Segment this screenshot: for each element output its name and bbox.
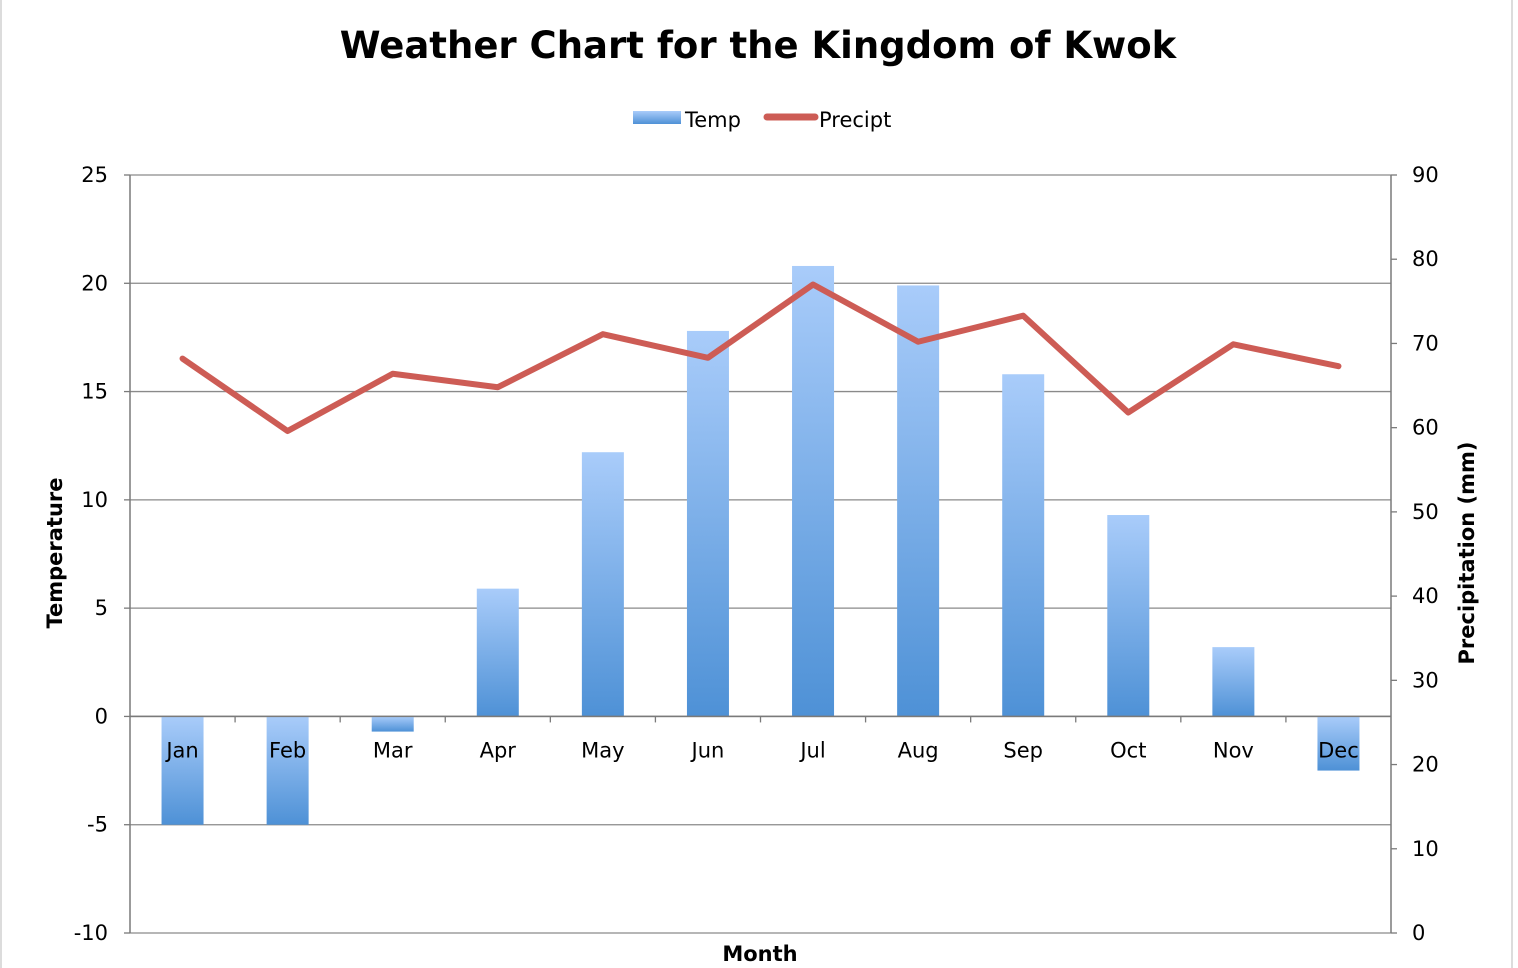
precip-line (179, 281, 1342, 435)
temp-bar (581, 452, 624, 717)
axes (124, 174, 1397, 934)
y-tick-label: -10 (74, 921, 108, 945)
y-tick-label: 20 (81, 271, 108, 295)
x-category-label: Feb (269, 738, 306, 762)
x-category-label: Sep (1003, 738, 1043, 762)
y2-tick-label: 50 (1412, 500, 1439, 524)
y2-tick-label: 70 (1412, 331, 1439, 355)
y2-tick-label: 40 (1412, 584, 1439, 608)
y-tick-label: 10 (81, 488, 108, 512)
y2-axis-title: Precipitation (mm) (1455, 442, 1479, 665)
x-category-label: Dec (1318, 738, 1359, 762)
legend-label-precipt: Precipt (819, 108, 891, 132)
y2-tick-label: 10 (1412, 837, 1439, 861)
y2-tick-label: 0 (1412, 921, 1425, 945)
x-category-label: Oct (1110, 738, 1146, 762)
x-category-label: Mar (373, 738, 413, 762)
temp-bar (161, 716, 204, 825)
x-category-label: Apr (480, 738, 517, 762)
y2-tick-label: 90 (1412, 163, 1439, 187)
y-tick-label: 15 (81, 380, 108, 404)
legend-swatch-temp (633, 111, 681, 124)
precip-series-line (179, 281, 1342, 435)
y-tick-label: -5 (87, 813, 108, 837)
x-category-label: Jun (690, 738, 725, 762)
y2-tick-label: 60 (1412, 416, 1439, 440)
chart-title: Weather Chart for the Kingdom of Kwok (340, 24, 1178, 67)
y-axis-title: Temperature (43, 477, 67, 628)
x-category-label: Jan (164, 738, 198, 762)
y-tick-label: 0 (95, 704, 108, 728)
temp-bar (1317, 716, 1360, 771)
temp-bars (161, 265, 1360, 825)
x-category-label: May (581, 738, 624, 762)
legend: Temp Precipt (633, 108, 891, 132)
x-category-label: Nov (1213, 738, 1254, 762)
temp-bar (897, 285, 940, 717)
temp-bar (686, 330, 729, 717)
temp-bar (1002, 374, 1045, 717)
y2-tick-label: 20 (1412, 753, 1439, 777)
y2-tick-label: 30 (1412, 668, 1439, 692)
x-axis-title: Month (722, 942, 797, 966)
temp-bar (266, 716, 309, 825)
temp-bar (1212, 647, 1255, 717)
temp-bar (1107, 515, 1150, 717)
x-category-label: Aug (898, 738, 939, 762)
temp-bar (371, 716, 414, 732)
y-tick-label: 25 (81, 163, 108, 187)
temp-bar (792, 265, 835, 717)
y-tick-label: 5 (95, 596, 108, 620)
x-category-label: Jul (798, 738, 825, 762)
legend-label-temp: Temp (684, 108, 741, 132)
y2-tick-label: 80 (1412, 247, 1439, 271)
gridlines (130, 174, 1391, 934)
temp-bar (476, 588, 519, 717)
